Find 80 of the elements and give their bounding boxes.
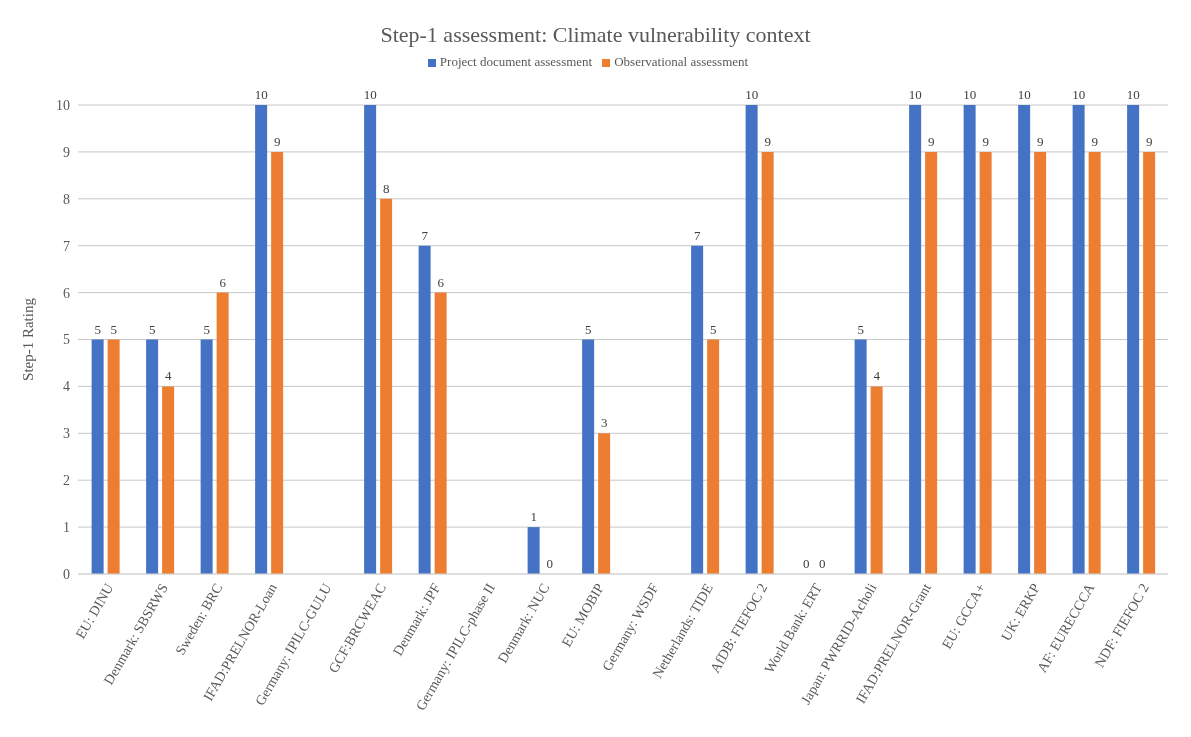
bar [434,292,447,574]
data-label: 0 [546,555,553,571]
bar [91,339,104,574]
data-label: 5 [110,321,117,337]
data-label: 7 [421,227,429,243]
bar [380,198,393,574]
bar [107,339,120,574]
y-tick-label: 1 [63,520,70,536]
bar [925,151,938,574]
bar [271,151,284,574]
bar [418,245,431,574]
bar [162,386,175,574]
data-label: 9 [1036,133,1044,149]
bar [200,339,213,574]
y-tick-label: 4 [63,379,70,395]
y-tick-label: 5 [63,332,70,348]
data-label: 0 [802,555,810,571]
bar [582,339,595,574]
y-tick-label: 3 [63,426,70,442]
data-label: 6 [437,274,445,290]
y-tick-label: 7 [63,238,70,254]
data-label: 9 [273,133,281,149]
bar [364,105,377,574]
y-tick-label: 8 [63,191,70,207]
bar [1018,105,1031,574]
data-label: 0 [818,555,826,571]
data-label: 10 [363,87,377,102]
legend-label: Project document assessment [439,54,593,69]
bar [979,151,992,574]
data-label: 10 [745,87,759,102]
y-tick-label: 0 [63,566,70,582]
data-label: 5 [203,321,210,337]
bar [1127,105,1140,574]
bar [598,433,611,574]
bar [761,151,774,574]
data-label: 4 [873,368,881,384]
y-axis-title: Step-1 Rating [20,297,37,381]
chart-title: Step-1 assessment: Climate vulnerability context [379,21,812,49]
data-label: 9 [1091,133,1098,149]
bar [963,105,976,574]
data-label: 5 [148,321,156,337]
data-label: 5 [709,321,717,337]
legend-label: Observational assessment [614,54,749,69]
data-label: 3 [600,415,608,431]
data-label: 9 [764,133,771,149]
bar [745,105,758,574]
y-tick-label: 2 [63,473,70,489]
bar [691,245,704,574]
data-label: 5 [94,321,101,337]
data-label: 10 [963,87,977,102]
bar [527,527,540,574]
data-label: 9 [1145,133,1153,149]
bar [1072,105,1085,574]
data-label: 10 [1126,87,1140,102]
data-label: 9 [982,133,989,149]
data-label: 10 [254,87,268,102]
data-label: 1 [530,509,537,525]
bar [255,105,268,574]
bar [216,292,229,574]
data-label: 4 [164,368,172,384]
bar [1143,151,1156,574]
bar [707,339,720,574]
data-label: 5 [857,321,864,337]
data-label: 8 [382,180,390,196]
y-tick-label: 9 [63,144,70,160]
bar [1088,151,1101,574]
data-label: 9 [927,133,935,149]
data-label: 5 [584,321,592,337]
bar [870,386,883,574]
bar [854,339,867,574]
data-label: 6 [219,274,227,290]
data-label: 10 [1017,87,1031,102]
data-label: 7 [693,227,701,243]
bar [909,105,922,574]
y-tick-label: 6 [63,285,70,301]
bar [146,339,159,574]
y-tick-label: 10 [56,97,70,113]
data-label: 10 [1072,87,1086,102]
bar [1034,151,1047,574]
data-label: 10 [908,87,922,102]
